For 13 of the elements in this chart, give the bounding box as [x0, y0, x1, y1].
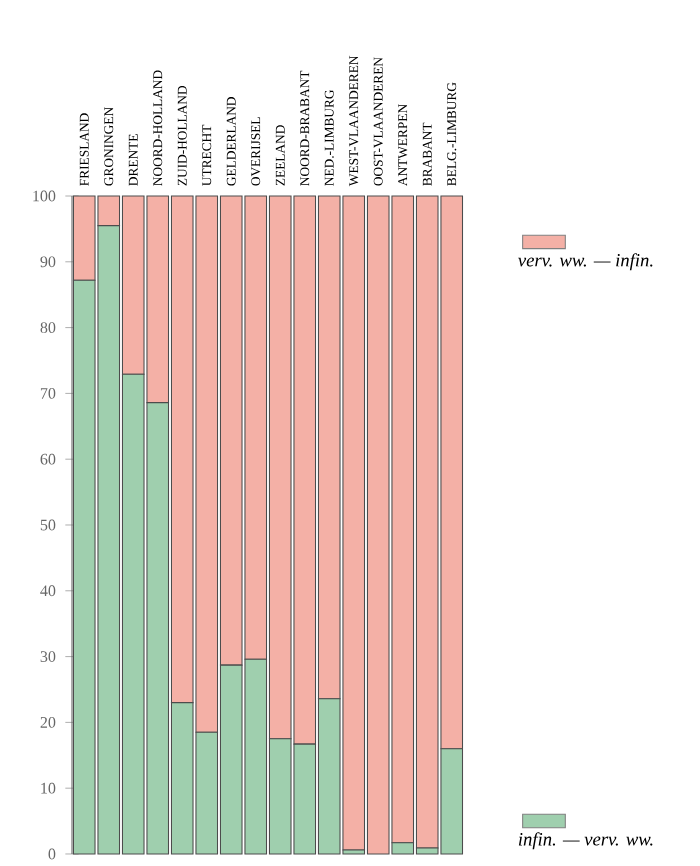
legend-label: infin. — verv. ww. [518, 832, 653, 850]
y-tick-label: 50 [40, 519, 56, 531]
y-tick-label: 0 [48, 848, 56, 860]
y-tick-label: 30 [40, 651, 56, 662]
y-tick-label: 70 [40, 387, 56, 399]
y-tick-label: 80 [40, 322, 56, 334]
y-tick-label: 60 [40, 453, 56, 465]
y-tick-label: 90 [40, 256, 56, 268]
text: verv. ww. — infin. [518, 253, 653, 271]
y-tick-label: 20 [40, 716, 56, 728]
y-tick-label: 10 [41, 782, 56, 794]
y-tick-label: 40 [40, 585, 56, 597]
y-tick-label: 100 [33, 190, 56, 202]
